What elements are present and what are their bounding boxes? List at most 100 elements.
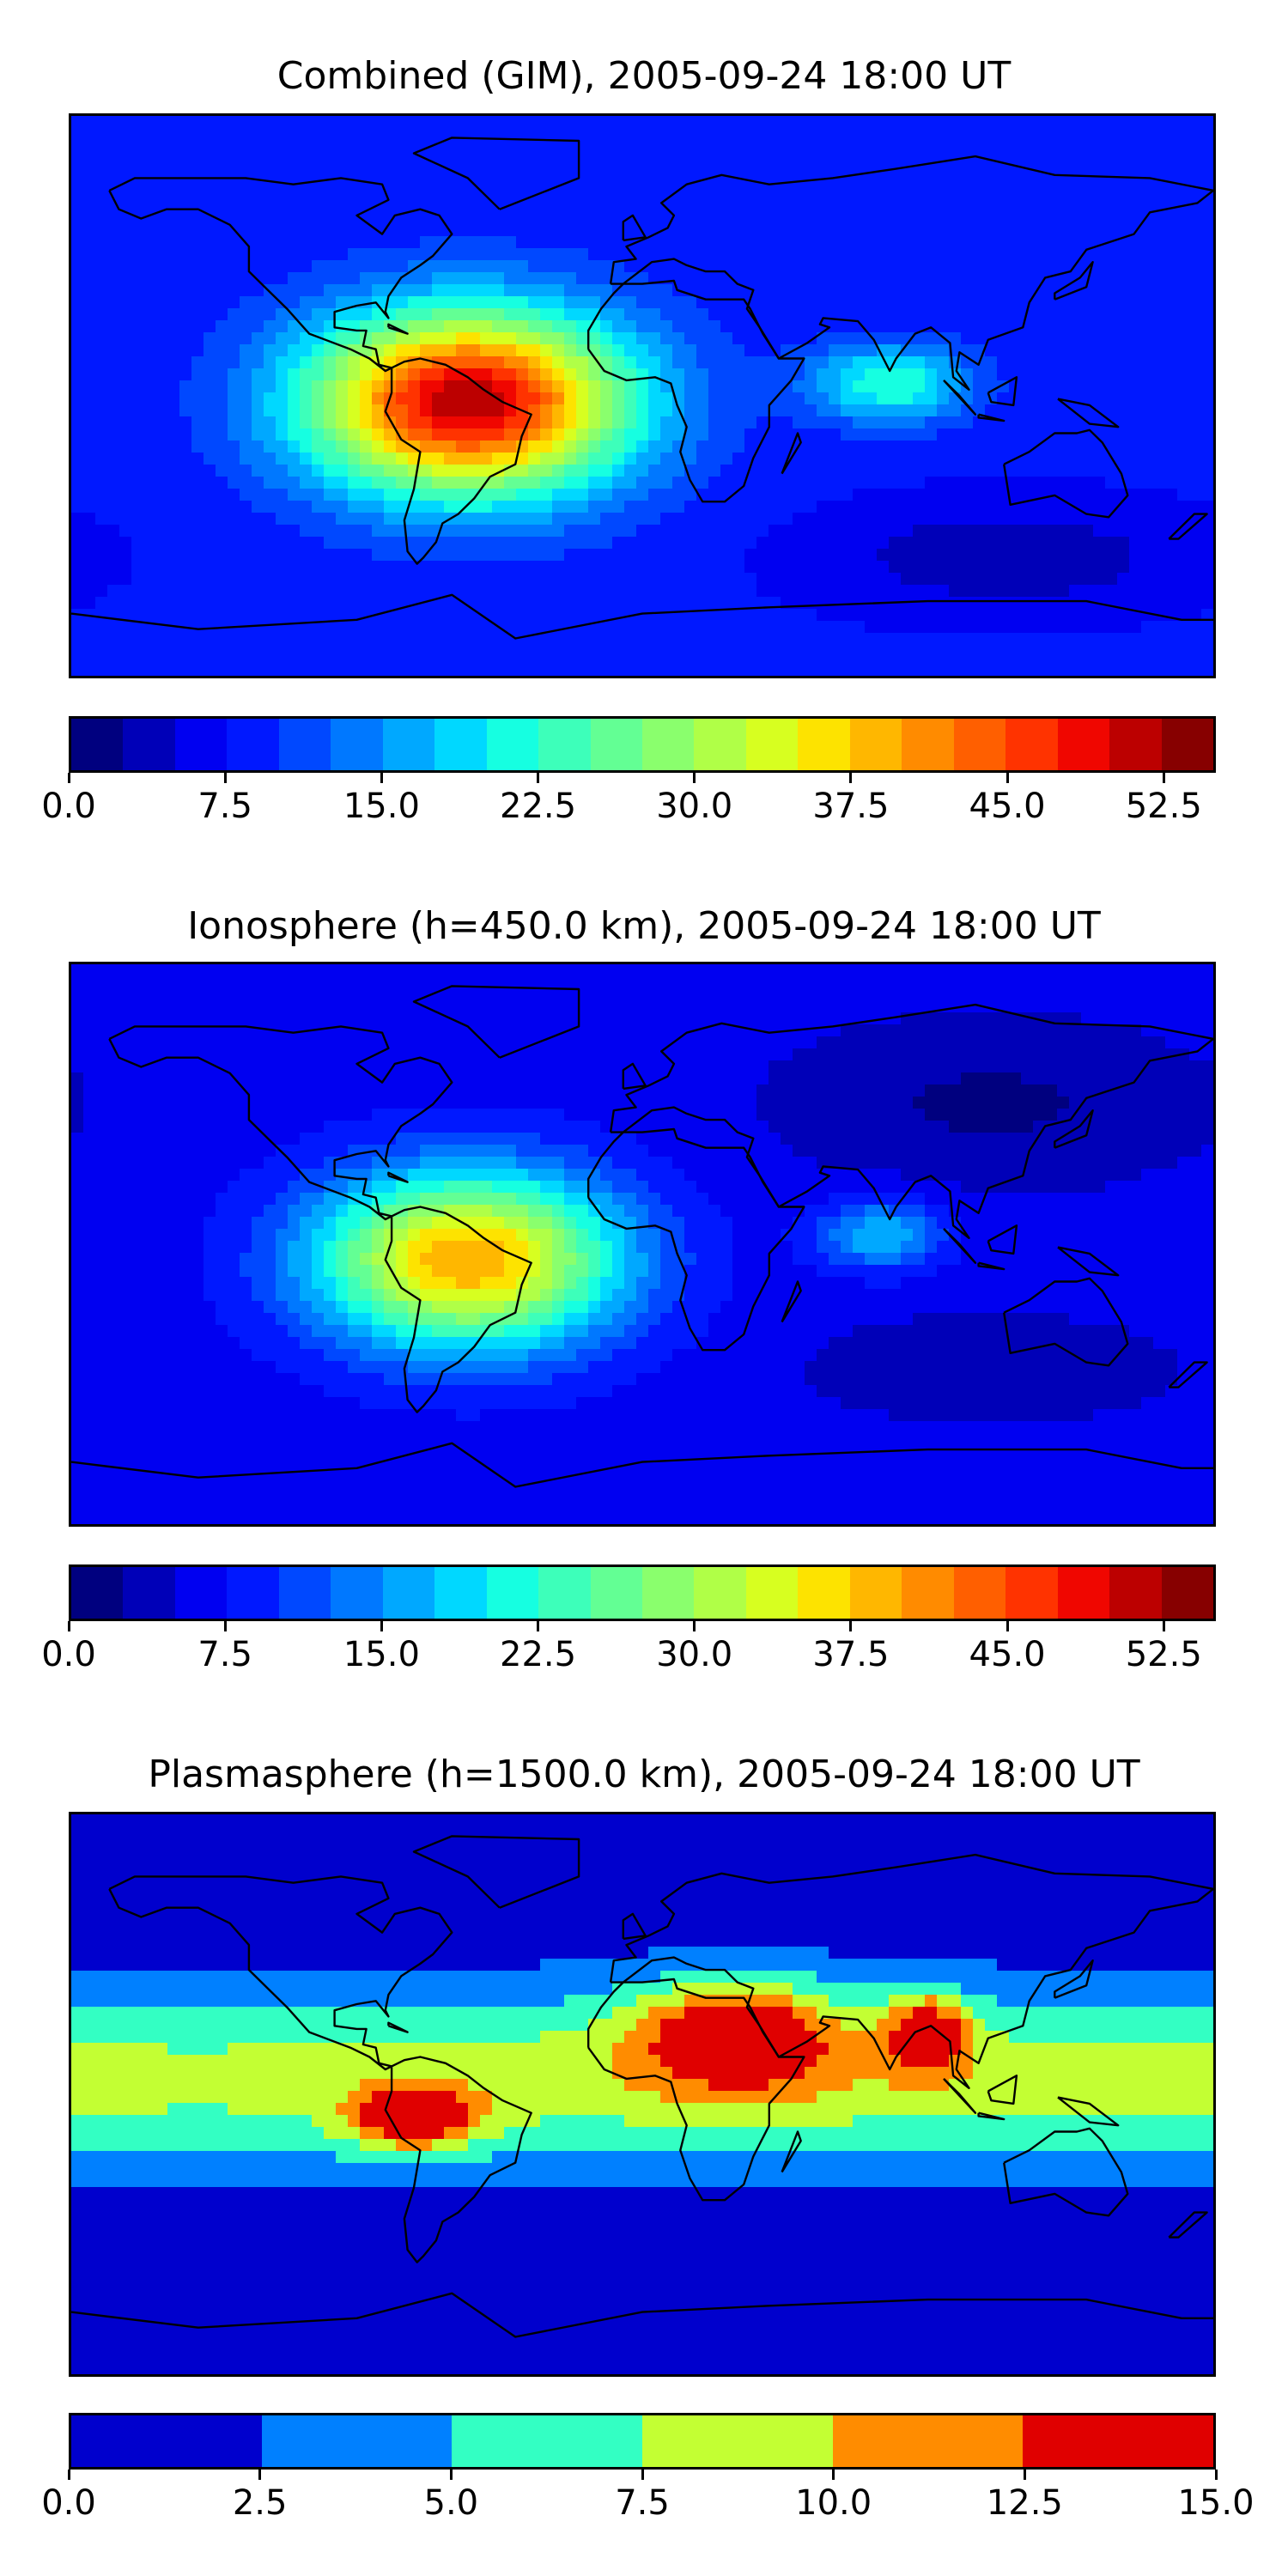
heatmap-cell — [1093, 465, 1106, 477]
heatmap-cell — [937, 176, 950, 189]
heatmap-cell — [877, 404, 890, 417]
heatmap-cell — [576, 537, 589, 550]
heatmap-cell — [708, 1012, 721, 1025]
heatmap-cell — [1153, 164, 1166, 177]
heatmap-cell — [420, 525, 433, 538]
heatmap-cell — [937, 140, 950, 153]
heatmap-cell — [829, 332, 841, 345]
heatmap-cell — [288, 380, 301, 393]
heatmap-cell — [252, 561, 264, 574]
heatmap-cell — [1009, 525, 1022, 538]
heatmap-cell — [684, 537, 697, 550]
heatmap-cell — [744, 356, 757, 369]
heatmap-cell — [276, 513, 289, 526]
heatmap-cell — [961, 272, 974, 285]
heatmap-cell — [1057, 188, 1070, 201]
heatmap-cell — [1021, 525, 1034, 538]
heatmap-cell — [793, 549, 805, 562]
heatmap-cell — [576, 380, 589, 393]
heatmap-cell — [1093, 368, 1106, 381]
heatmap-cell — [564, 513, 577, 526]
heatmap-cell — [312, 976, 325, 989]
heatmap-cell — [384, 645, 397, 658]
heatmap-cell — [648, 573, 661, 586]
heatmap-cell — [444, 380, 457, 393]
heatmap-cell — [600, 573, 613, 586]
heatmap-cell — [865, 344, 878, 357]
heatmap-cell — [769, 525, 781, 538]
heatmap-cell — [252, 188, 264, 201]
heatmap-cell — [961, 200, 974, 213]
heatmap-cell — [817, 440, 829, 453]
heatmap-cell — [708, 140, 721, 153]
heatmap-cell — [756, 465, 769, 477]
heatmap-cell — [720, 368, 733, 381]
colorbar-segment — [590, 719, 642, 770]
heatmap-cell — [684, 116, 697, 129]
heatmap-cell — [937, 964, 950, 977]
heatmap-cell — [853, 320, 866, 333]
heatmap-cell — [540, 428, 553, 441]
heatmap-cell — [925, 200, 938, 213]
heatmap-cell — [264, 645, 276, 658]
heatmap-cell — [179, 513, 192, 526]
heatmap-cell — [973, 128, 986, 141]
heatmap-cell — [396, 380, 409, 393]
heatmap-cell — [119, 633, 132, 646]
heatmap-cell — [1045, 513, 1058, 526]
heatmap-cell — [432, 332, 445, 345]
heatmap-cell — [1105, 465, 1118, 477]
heatmap-cell — [167, 224, 180, 237]
heatmap-cell — [648, 501, 661, 513]
heatmap-cell — [1153, 513, 1166, 526]
heatmap-cell — [961, 428, 974, 441]
heatmap-cell — [564, 416, 577, 429]
heatmap-cell — [901, 489, 914, 501]
heatmap-cell — [973, 284, 986, 297]
heatmap-cell — [576, 188, 589, 201]
heatmap-cell — [480, 212, 493, 225]
heatmap-cell — [1141, 525, 1154, 538]
heatmap-cell — [732, 116, 745, 129]
heatmap-cell — [913, 621, 926, 634]
heatmap-cell — [829, 1000, 841, 1013]
heatmap-cell — [480, 633, 493, 646]
heatmap-cell — [444, 440, 457, 453]
heatmap-cell — [336, 501, 349, 513]
heatmap-cell — [841, 260, 854, 273]
heatmap-cell — [865, 236, 878, 249]
heatmap-cell — [588, 308, 601, 321]
heatmap-cell — [612, 597, 625, 610]
heatmap-cell — [348, 440, 361, 453]
heatmap-cell — [143, 140, 156, 153]
heatmap-cell — [432, 416, 445, 429]
heatmap-cell — [372, 284, 385, 297]
heatmap-cell — [829, 224, 841, 237]
heatmap-cell — [155, 212, 168, 225]
heatmap-cell — [492, 489, 505, 501]
heatmap-cell — [1117, 296, 1130, 309]
heatmap-cell — [973, 633, 986, 646]
heatmap-cell — [300, 236, 313, 249]
colorbar-tick-label: 37.5 — [812, 787, 890, 826]
heatmap-cell — [252, 465, 264, 477]
heatmap-cell — [131, 248, 144, 261]
heatmap-cell — [468, 621, 481, 634]
heatmap-cell — [540, 988, 553, 1001]
heatmap-cell — [143, 248, 156, 261]
heatmap-cell — [877, 284, 890, 297]
heatmap-cell — [913, 224, 926, 237]
heatmap-cell — [624, 477, 637, 489]
heatmap-cell — [1033, 964, 1046, 977]
heatmap-cell — [672, 657, 685, 670]
heatmap-cell — [1189, 368, 1202, 381]
heatmap-cell — [480, 597, 493, 610]
heatmap-cell — [1009, 224, 1022, 237]
heatmap-cell — [973, 212, 986, 225]
heatmap-cell — [107, 164, 120, 177]
heatmap-cell — [1033, 368, 1046, 381]
heatmap-cell — [684, 356, 697, 369]
heatmap-cell — [769, 248, 781, 261]
heatmap-cell — [684, 453, 697, 465]
heatmap-cell — [107, 392, 120, 405]
